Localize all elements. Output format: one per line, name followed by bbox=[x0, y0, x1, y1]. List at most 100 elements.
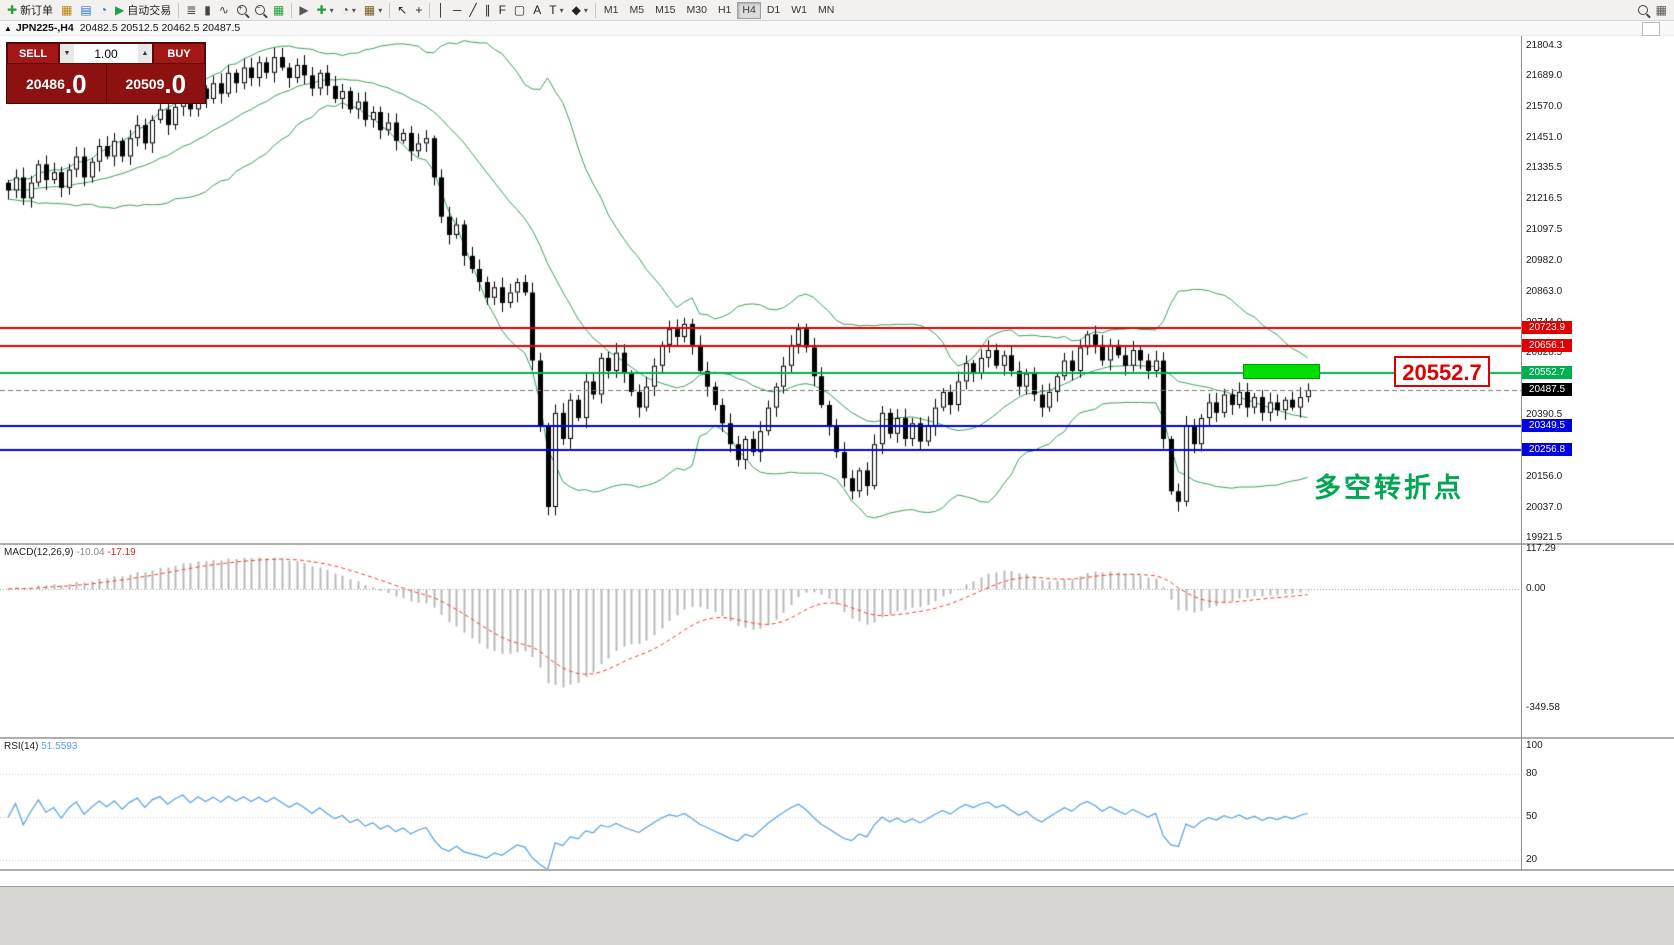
window-layout-button[interactable]: ▦ bbox=[1652, 1, 1671, 20]
add-chart-button[interactable]: ✚ ▾ bbox=[313, 1, 338, 20]
macd-main-value: -10.04 bbox=[76, 547, 105, 558]
toolbar-separator bbox=[389, 2, 391, 18]
rsi-indicator-label: RSI(14) 51.5593 bbox=[4, 741, 77, 752]
rsi-axis-label: 50 bbox=[1526, 811, 1538, 822]
rsi-value: 51.5593 bbox=[41, 741, 78, 752]
price-axis-label: 21216.5 bbox=[1526, 193, 1563, 205]
crosshair-icon: + bbox=[415, 3, 423, 17]
timeframe-h4-button[interactable]: H4 bbox=[737, 1, 761, 19]
sell-price-display[interactable]: 20486 .0 bbox=[7, 64, 107, 103]
text-icon: A bbox=[533, 3, 542, 17]
arrows-button[interactable]: ◆ ▾ bbox=[568, 1, 592, 20]
shapes-button[interactable]: ▢ bbox=[510, 1, 529, 20]
autotrading-button[interactable]: ▶ 自动交易 bbox=[111, 1, 175, 20]
timeframe-m5-button[interactable]: M5 bbox=[624, 2, 649, 19]
tile-windows-button[interactable]: ▦ bbox=[269, 1, 288, 20]
panel-divider[interactable] bbox=[0, 737, 1674, 739]
caret-down-icon: ▾ bbox=[329, 5, 334, 15]
one-click-trading-panel: SELL ▼ ▲ BUY 20486 .0 20509 .0 bbox=[6, 42, 206, 104]
profiles-button[interactable]: ▤ bbox=[76, 1, 95, 20]
timeframe-d1-button[interactable]: D1 bbox=[762, 2, 785, 19]
buy-button[interactable]: BUY bbox=[153, 43, 205, 64]
vertical-line-icon: │ bbox=[437, 3, 445, 17]
rsi-axis-label: 100 bbox=[1526, 739, 1543, 751]
timeframe-m1-button[interactable]: M1 bbox=[599, 2, 624, 19]
toolbar-left-group: ✚ 新订单 ▦ ▤ ◔ ▶ 自动交易 ≣ ▮ ∿ + − ▦ ▶ ✚ ▾ ◔ ▾ ▦ ▾ ↖ + │ ─ ╱ ∥ F ▢ A T ▾ ◆ ▾ bbox=[3, 1, 599, 20]
price-axis-label: 20390.5 bbox=[1526, 409, 1563, 421]
bars-chart-type-button[interactable]: ≣ bbox=[182, 1, 200, 20]
price-axis-label: 21570.0 bbox=[1526, 100, 1563, 112]
panel-divider bbox=[0, 869, 1674, 871]
crosshair-button[interactable]: + bbox=[411, 1, 426, 20]
tile-windows-icon: ▦ bbox=[272, 3, 285, 17]
text-label-icon: T bbox=[549, 3, 557, 17]
new-order-button[interactable]: ✚ 新订单 bbox=[3, 1, 57, 20]
search-button[interactable] bbox=[1634, 1, 1652, 20]
timeframe-w1-button[interactable]: W1 bbox=[786, 2, 812, 19]
chart-restore-button[interactable] bbox=[1642, 22, 1660, 36]
macd-axis-label: 0.00 bbox=[1526, 583, 1546, 594]
text-button[interactable]: A bbox=[529, 1, 545, 20]
autotrading-icon: ▶ bbox=[115, 3, 125, 17]
timeframe-m15-button[interactable]: M15 bbox=[650, 2, 680, 19]
periods-icon: ◔ bbox=[341, 3, 349, 17]
volume-input[interactable] bbox=[74, 45, 138, 62]
cursor-button[interactable]: ↖ bbox=[393, 1, 411, 20]
timeframe-group: M1 M5 M15 M30 H1 H4 D1 W1 MN bbox=[599, 1, 839, 19]
toolbar-right-group: ▦ bbox=[1634, 1, 1671, 20]
window-layout-icon: ▦ bbox=[1655, 3, 1667, 17]
fibonacci-button[interactable]: F bbox=[495, 1, 510, 20]
macd-axis-label: 117.29 bbox=[1526, 543, 1556, 554]
time-axis: 18 Jul 201922 Jul 00:0023 Jul 10:5524 Ju… bbox=[0, 871, 1674, 886]
price-axis-label: 21689.0 bbox=[1526, 69, 1563, 81]
zoom-out-button[interactable]: − bbox=[251, 1, 269, 20]
timeframe-h1-button[interactable]: H1 bbox=[713, 2, 736, 19]
line-chart-type-button[interactable]: ∿ bbox=[215, 1, 233, 20]
volume-up-button[interactable]: ▲ bbox=[138, 44, 152, 63]
caret-down-icon: ▾ bbox=[351, 5, 356, 15]
text-label-button[interactable]: T ▾ bbox=[545, 1, 567, 20]
periods-button[interactable]: ◔ ▾ bbox=[338, 1, 360, 20]
trendline-button[interactable]: ╱ bbox=[465, 1, 480, 20]
caret-down-icon: ▾ bbox=[583, 5, 588, 15]
vertical-line-button[interactable]: │ bbox=[433, 1, 449, 20]
main-chart-canvas[interactable] bbox=[0, 36, 1521, 543]
sell-button[interactable]: SELL bbox=[7, 43, 59, 64]
price-level-badge: 20349.5 bbox=[1522, 419, 1572, 433]
highlight-rectangle-object[interactable] bbox=[1243, 364, 1320, 379]
candles-chart-type-button[interactable]: ▮ bbox=[200, 1, 215, 20]
sell-price-main: 20486 bbox=[25, 75, 65, 92]
candles-chart-type-icon: ▮ bbox=[204, 3, 211, 17]
timeframe-mn-button[interactable]: MN bbox=[813, 2, 839, 19]
timeframe-m30-button[interactable]: M30 bbox=[682, 2, 712, 19]
price-axis-label: 21804.3 bbox=[1526, 39, 1563, 51]
zoom-in-button[interactable]: + bbox=[233, 1, 251, 20]
search-icon bbox=[1637, 5, 1648, 15]
annotation-text[interactable]: 多空转折点 bbox=[1314, 473, 1464, 503]
price-axis-label: 20037.0 bbox=[1526, 501, 1563, 513]
macd-panel-canvas[interactable] bbox=[0, 545, 1521, 737]
refresh-button[interactable]: ◔ bbox=[96, 1, 111, 20]
chart-ohlc-values: 20482.5 20512.5 20462.5 20487.5 bbox=[79, 22, 241, 34]
volume-stepper: ▼ ▲ bbox=[59, 43, 153, 64]
sell-price-frac: .0 bbox=[64, 68, 87, 99]
tester-button[interactable]: ▶ bbox=[295, 1, 312, 20]
horizontal-line-button[interactable]: ─ bbox=[449, 1, 466, 20]
equidistant-channel-button[interactable]: ∥ bbox=[481, 1, 495, 20]
fibonacci-icon: F bbox=[498, 3, 506, 17]
bars-chart-type-icon: ≣ bbox=[186, 3, 197, 17]
new-order-label: 新订单 bbox=[20, 5, 54, 17]
price-level-badge: 20723.9 bbox=[1522, 321, 1572, 335]
buy-price-frac: .0 bbox=[164, 68, 187, 99]
volume-down-button[interactable]: ▼ bbox=[60, 44, 74, 63]
rsi-panel-canvas[interactable] bbox=[0, 739, 1521, 869]
chart-window-button[interactable]: ▦ bbox=[57, 1, 76, 20]
macd-indicator-label: MACD(12,26,9) -10.04 -17.19 bbox=[4, 547, 136, 558]
price-callout-label[interactable]: 20552.7 bbox=[1394, 356, 1490, 387]
panel-divider[interactable] bbox=[0, 543, 1674, 545]
collapse-arrow-icon[interactable]: ▲ bbox=[4, 23, 12, 33]
buy-price-display[interactable]: 20509 .0 bbox=[107, 64, 206, 103]
price-axis-label: 20156.0 bbox=[1526, 470, 1563, 482]
templates-button[interactable]: ▦ ▾ bbox=[360, 1, 386, 20]
